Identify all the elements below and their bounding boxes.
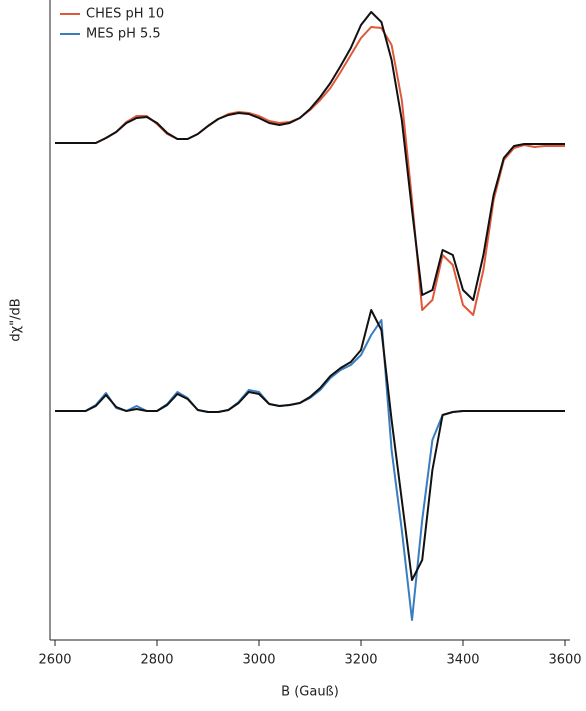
spectrum-line xyxy=(55,309,565,581)
y-axis-title: dχ"/dB xyxy=(9,298,24,341)
spectrum-line xyxy=(55,26,565,316)
legend-label: MES pH 5.5 xyxy=(86,27,161,42)
x-tick-label: 3200 xyxy=(344,653,377,668)
x-tick-label: 2600 xyxy=(38,653,71,668)
x-tick-label: 3000 xyxy=(242,653,275,668)
x-tick-label: 3400 xyxy=(446,653,479,668)
legend-label: CHES pH 10 xyxy=(86,7,164,22)
spectrum-line xyxy=(55,11,565,301)
x-tick-label: 3600 xyxy=(548,653,581,668)
spectrum-line xyxy=(55,319,565,621)
x-axis-title: B (Gauß) xyxy=(281,685,339,700)
x-tick-label: 2800 xyxy=(140,653,173,668)
